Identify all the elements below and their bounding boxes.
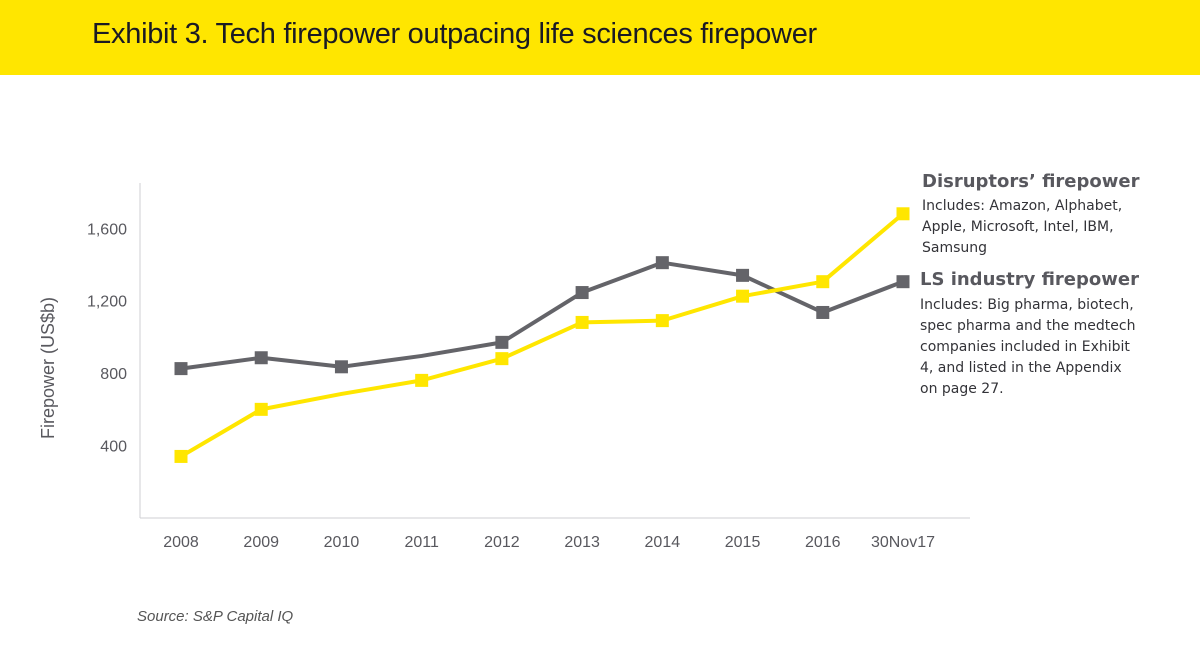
y-tick-label: 1,600 xyxy=(87,221,127,238)
disruptors-marker xyxy=(415,373,429,387)
disruptors-marker xyxy=(736,289,750,303)
disruptors-marker xyxy=(495,352,509,366)
disruptors-marker xyxy=(655,314,669,328)
x-tick-label: 2009 xyxy=(243,534,279,551)
legend-ls-line: Includes: Big pharma, biotech, xyxy=(920,297,1134,313)
y-tick-label: 1,200 xyxy=(87,294,127,311)
x-tick-label: 30Nov17 xyxy=(871,534,935,551)
x-tick-labels: 2008 2009 2010 2011 2012 2013 2014 2015 2016 30No… xyxy=(163,534,935,551)
x-tick-label: 2012 xyxy=(484,534,520,551)
y-tick-labels: 400 800 1,200 1,600 xyxy=(87,221,127,455)
ls_industry-line xyxy=(180,260,904,371)
x-tick-label: 2011 xyxy=(404,534,439,551)
ls_industry-marker xyxy=(334,360,348,374)
legend-ls-line: 4, and listed in the Appendix xyxy=(920,360,1122,376)
y-tick-label: 800 xyxy=(100,366,127,383)
ls_industry-marker xyxy=(495,335,509,349)
legend-disruptors-line: Samsung xyxy=(922,240,988,256)
legend-disruptors-title: Disruptors’ firepower xyxy=(922,171,1140,192)
y-axis-label: Firepower (US$b) xyxy=(38,297,58,439)
ls_industry-marker xyxy=(736,268,750,282)
title-banner xyxy=(0,0,1200,75)
x-tick-label: 2014 xyxy=(645,534,681,551)
x-tick-label: 2008 xyxy=(163,534,199,551)
ls_industry-marker xyxy=(174,362,188,376)
legend-ls-title: LS industry firepower xyxy=(920,269,1139,290)
ls_industry-marker xyxy=(655,256,669,270)
ls_industry-marker xyxy=(575,286,589,300)
x-tick-label: 2013 xyxy=(564,534,600,551)
disruptors-marker xyxy=(174,449,188,463)
ls_industry-marker xyxy=(816,305,830,319)
disruptors-line xyxy=(179,212,905,459)
disruptors-marker xyxy=(896,207,910,221)
chart-series xyxy=(174,207,910,463)
legend-ls-line: on page 27. xyxy=(920,381,1004,397)
page-title: Exhibit 3. Tech firepower outpacing life… xyxy=(92,18,817,50)
source-note: Source: S&P Capital IQ xyxy=(137,608,294,625)
legend-disruptors-line: Includes: Amazon, Alphabet, xyxy=(922,198,1123,214)
x-tick-label: 2016 xyxy=(805,534,841,551)
legend-disruptors-desc: Includes: Amazon, Alphabet, Apple, Micro… xyxy=(922,196,1122,259)
chart-axes xyxy=(139,183,970,519)
y-tick-label: 400 xyxy=(100,439,127,456)
x-tick-label: 2010 xyxy=(324,534,360,551)
disruptors-marker xyxy=(575,315,589,329)
legend-disruptors-line: Apple, Microsoft, Intel, IBM, xyxy=(922,219,1114,235)
ls_industry-marker xyxy=(254,351,268,365)
x-tick-label: 2015 xyxy=(725,534,761,551)
ls_industry-marker xyxy=(896,275,910,289)
legend-ls-desc: Includes: Big pharma, biotech, spec phar… xyxy=(920,295,1135,400)
legend-ls-line: companies included in Exhibit xyxy=(920,339,1130,355)
disruptors-marker xyxy=(254,402,268,416)
disruptors-marker xyxy=(816,275,830,289)
legend-ls-line: spec pharma and the medtech xyxy=(920,318,1136,334)
